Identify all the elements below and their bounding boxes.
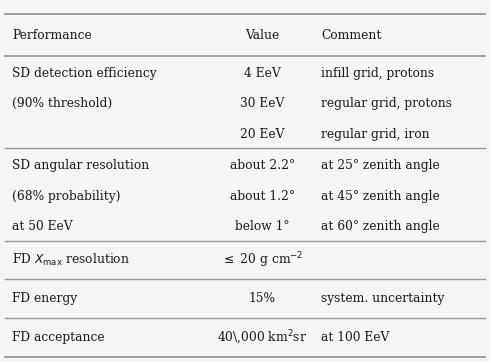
Text: (68% probability): (68% probability) <box>12 190 121 203</box>
Text: FD acceptance: FD acceptance <box>12 331 105 344</box>
Text: at 60° zenith angle: at 60° zenith angle <box>321 220 440 233</box>
Text: 20 EeV: 20 EeV <box>240 128 284 141</box>
Text: 15%: 15% <box>248 292 276 305</box>
Text: at 100 EeV: at 100 EeV <box>321 331 390 344</box>
Text: Performance: Performance <box>12 29 92 42</box>
Text: below 1°: below 1° <box>235 220 290 233</box>
Text: (90% threshold): (90% threshold) <box>12 97 113 110</box>
Text: regular grid, protons: regular grid, protons <box>321 97 452 110</box>
Text: about 1.2°: about 1.2° <box>230 190 294 203</box>
Text: SD angular resolution: SD angular resolution <box>12 159 149 172</box>
Text: $\leq$ 20 g cm$^{-2}$: $\leq$ 20 g cm$^{-2}$ <box>221 250 303 270</box>
Text: FD energy: FD energy <box>12 292 77 305</box>
Text: at 25° zenith angle: at 25° zenith angle <box>321 159 440 172</box>
Text: at 45° zenith angle: at 45° zenith angle <box>321 190 440 203</box>
Text: FD $X_{\mathrm{max}}$ resolution: FD $X_{\mathrm{max}}$ resolution <box>12 252 130 268</box>
Text: 30 EeV: 30 EeV <box>240 97 284 110</box>
Text: at 50 EeV: at 50 EeV <box>12 220 73 233</box>
Text: 4 EeV: 4 EeV <box>244 67 280 80</box>
Text: regular grid, iron: regular grid, iron <box>321 128 430 141</box>
Text: system. uncertainty: system. uncertainty <box>321 292 444 305</box>
Text: infill grid, protons: infill grid, protons <box>321 67 434 80</box>
Text: SD detection efficiency: SD detection efficiency <box>12 67 157 80</box>
Text: Value: Value <box>245 29 279 42</box>
Text: 40\,000 km$^2$sr: 40\,000 km$^2$sr <box>217 329 307 346</box>
Text: about 2.2°: about 2.2° <box>230 159 294 172</box>
Text: Comment: Comment <box>321 29 381 42</box>
